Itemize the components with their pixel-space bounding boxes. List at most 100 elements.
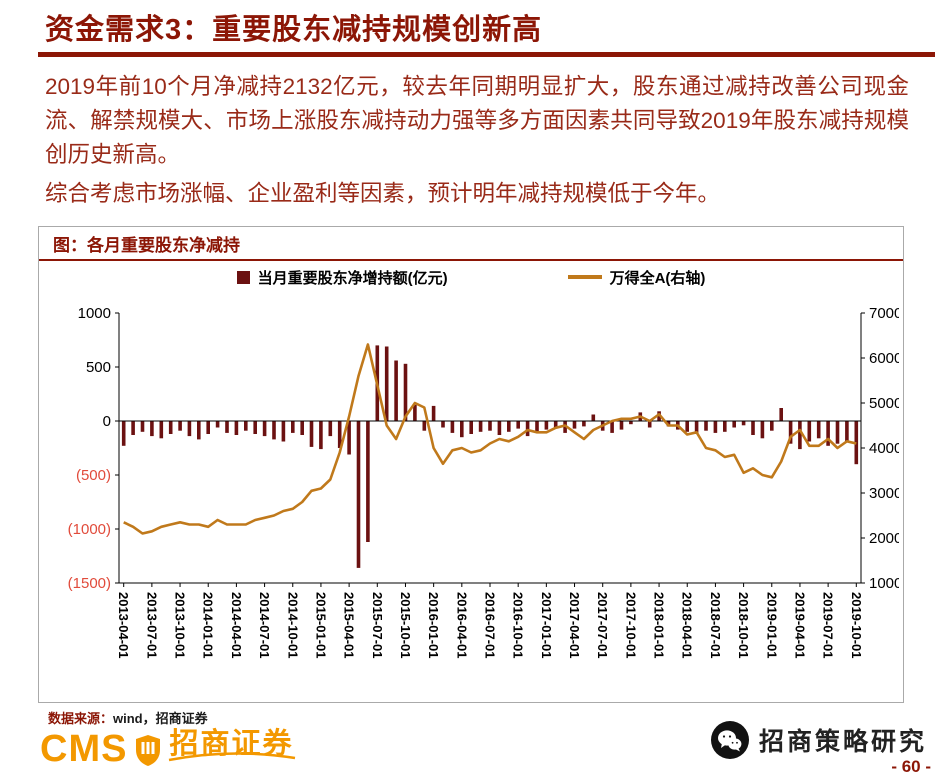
bar-month-12 xyxy=(234,421,239,435)
bar-month-65 xyxy=(732,421,736,428)
bar-month-67 xyxy=(751,421,755,435)
bar-month-32 xyxy=(422,421,427,431)
bar-month-40 xyxy=(497,421,502,435)
svg-text:1000: 1000 xyxy=(78,305,111,322)
bar-month-9 xyxy=(206,421,210,434)
chart-legend: 当月重要股东净增持额(亿元) 万得全A(右轴) xyxy=(39,261,903,293)
svg-text:2018-07-01: 2018-07-01 xyxy=(708,592,723,659)
svg-text:2016-07-01: 2016-07-01 xyxy=(483,592,498,659)
bar-month-34 xyxy=(441,421,445,428)
title-rule xyxy=(38,52,935,57)
bar-month-60 xyxy=(685,421,689,432)
bar-month-0 xyxy=(121,421,126,446)
svg-text:5000: 5000 xyxy=(869,395,899,412)
bar-month-73 xyxy=(807,421,812,442)
logo-swoosh xyxy=(167,749,297,767)
legend-label-line: 万得全A(右轴) xyxy=(609,269,706,287)
bar-month-62 xyxy=(704,421,708,431)
bar-month-26 xyxy=(366,421,370,542)
wechat-account-name: 招商策略研究 xyxy=(758,729,927,756)
bar-month-3 xyxy=(150,421,154,437)
body-paragraph-1: 2019年前10个月净减持2132亿元，较去年同期明显扩大，股东通过减持改善公司… xyxy=(45,74,909,167)
svg-text:6000: 6000 xyxy=(869,350,899,367)
bar-month-71 xyxy=(788,421,793,444)
bar-month-6 xyxy=(178,421,182,431)
bar-month-17 xyxy=(281,421,286,442)
bar-month-49 xyxy=(582,421,586,427)
bar-month-54 xyxy=(629,421,633,425)
cms-emblem-icon xyxy=(134,734,162,767)
bar-month-68 xyxy=(760,421,765,439)
legend-label-bars: 当月重要股东净增持额(亿元) xyxy=(257,269,448,287)
bar-month-52 xyxy=(610,421,614,433)
bar-month-23 xyxy=(337,421,342,448)
svg-text:2017-04-01: 2017-04-01 xyxy=(567,592,582,659)
bar-month-30 xyxy=(403,363,408,421)
bar-month-29 xyxy=(394,360,398,421)
bar-month-11 xyxy=(225,421,229,433)
bar-month-75 xyxy=(826,421,830,446)
svg-text:3000: 3000 xyxy=(869,485,899,502)
bar-month-46 xyxy=(553,421,558,428)
bar-month-28 xyxy=(384,346,389,421)
bar-month-24 xyxy=(347,421,351,455)
bar-month-45 xyxy=(544,421,549,430)
svg-text:2013-07-01: 2013-07-01 xyxy=(144,592,159,659)
svg-text:(1500): (1500) xyxy=(68,575,111,592)
svg-text:2014-10-01: 2014-10-01 xyxy=(285,592,300,659)
svg-text:(1000): (1000) xyxy=(68,521,111,538)
bar-month-7 xyxy=(187,421,192,437)
bar-month-35 xyxy=(450,421,455,433)
svg-text:2018-04-01: 2018-04-01 xyxy=(680,592,695,659)
data-source: 数据来源：wind，招商证券 xyxy=(48,708,208,727)
bar-month-63 xyxy=(713,421,718,433)
bar-month-48 xyxy=(572,421,577,429)
bar-month-70 xyxy=(779,408,783,421)
cms-logo-text: CMS xyxy=(40,728,128,770)
bar-month-1 xyxy=(131,421,135,435)
svg-text:2018-01-01: 2018-01-01 xyxy=(652,592,667,659)
svg-text:2000: 2000 xyxy=(869,530,899,547)
bar-month-41 xyxy=(507,421,511,432)
svg-text:2017-10-01: 2017-10-01 xyxy=(623,592,638,659)
svg-text:2014-01-01: 2014-01-01 xyxy=(201,592,216,659)
figure-header: 图：各月重要股东净减持 xyxy=(39,227,903,261)
bar-month-76 xyxy=(835,421,840,444)
bar-month-8 xyxy=(197,421,201,440)
bar-month-5 xyxy=(168,421,173,434)
wechat-icon xyxy=(710,721,749,759)
svg-text:2016-04-01: 2016-04-01 xyxy=(454,592,469,659)
svg-text:2015-07-01: 2015-07-01 xyxy=(370,592,385,659)
svg-text:2019-04-01: 2019-04-01 xyxy=(792,592,807,659)
data-source-label: 数据来源： xyxy=(48,711,114,726)
bar-month-66 xyxy=(741,421,746,426)
svg-text:2019-01-01: 2019-01-01 xyxy=(764,592,779,659)
bar-month-10 xyxy=(215,421,220,428)
bar-month-21 xyxy=(319,421,323,450)
cms-brand-wrap: 招商证券 xyxy=(169,729,296,767)
svg-text:2017-07-01: 2017-07-01 xyxy=(595,592,610,659)
bar-month-14 xyxy=(253,421,257,434)
svg-text:2014-07-01: 2014-07-01 xyxy=(257,592,272,659)
wechat-account-row: 招商策略研究 xyxy=(710,721,927,759)
bar-month-2 xyxy=(140,421,145,432)
svg-text:2013-04-01: 2013-04-01 xyxy=(116,592,131,659)
svg-text:2016-01-01: 2016-01-01 xyxy=(426,592,441,659)
combo-chart: 10005000(500)(1000)(1500)700060005000400… xyxy=(68,305,899,659)
bar-month-20 xyxy=(309,421,314,447)
page-title: 资金需求3：重要股东减持规模创新高 xyxy=(45,14,543,46)
svg-text:7000: 7000 xyxy=(869,305,899,322)
bar-month-36 xyxy=(460,421,464,438)
svg-text:500: 500 xyxy=(86,359,111,376)
bar-month-38 xyxy=(478,421,483,432)
svg-text:2015-10-01: 2015-10-01 xyxy=(398,592,413,659)
bar-legend-swatch xyxy=(236,270,250,284)
bar-month-37 xyxy=(469,421,473,434)
bar-month-4 xyxy=(159,421,164,439)
svg-text:2014-04-01: 2014-04-01 xyxy=(229,592,244,659)
bar-month-53 xyxy=(619,421,624,430)
svg-text:0: 0 xyxy=(103,413,111,430)
svg-text:2017-01-01: 2017-01-01 xyxy=(539,592,554,659)
bar-month-19 xyxy=(300,421,304,435)
